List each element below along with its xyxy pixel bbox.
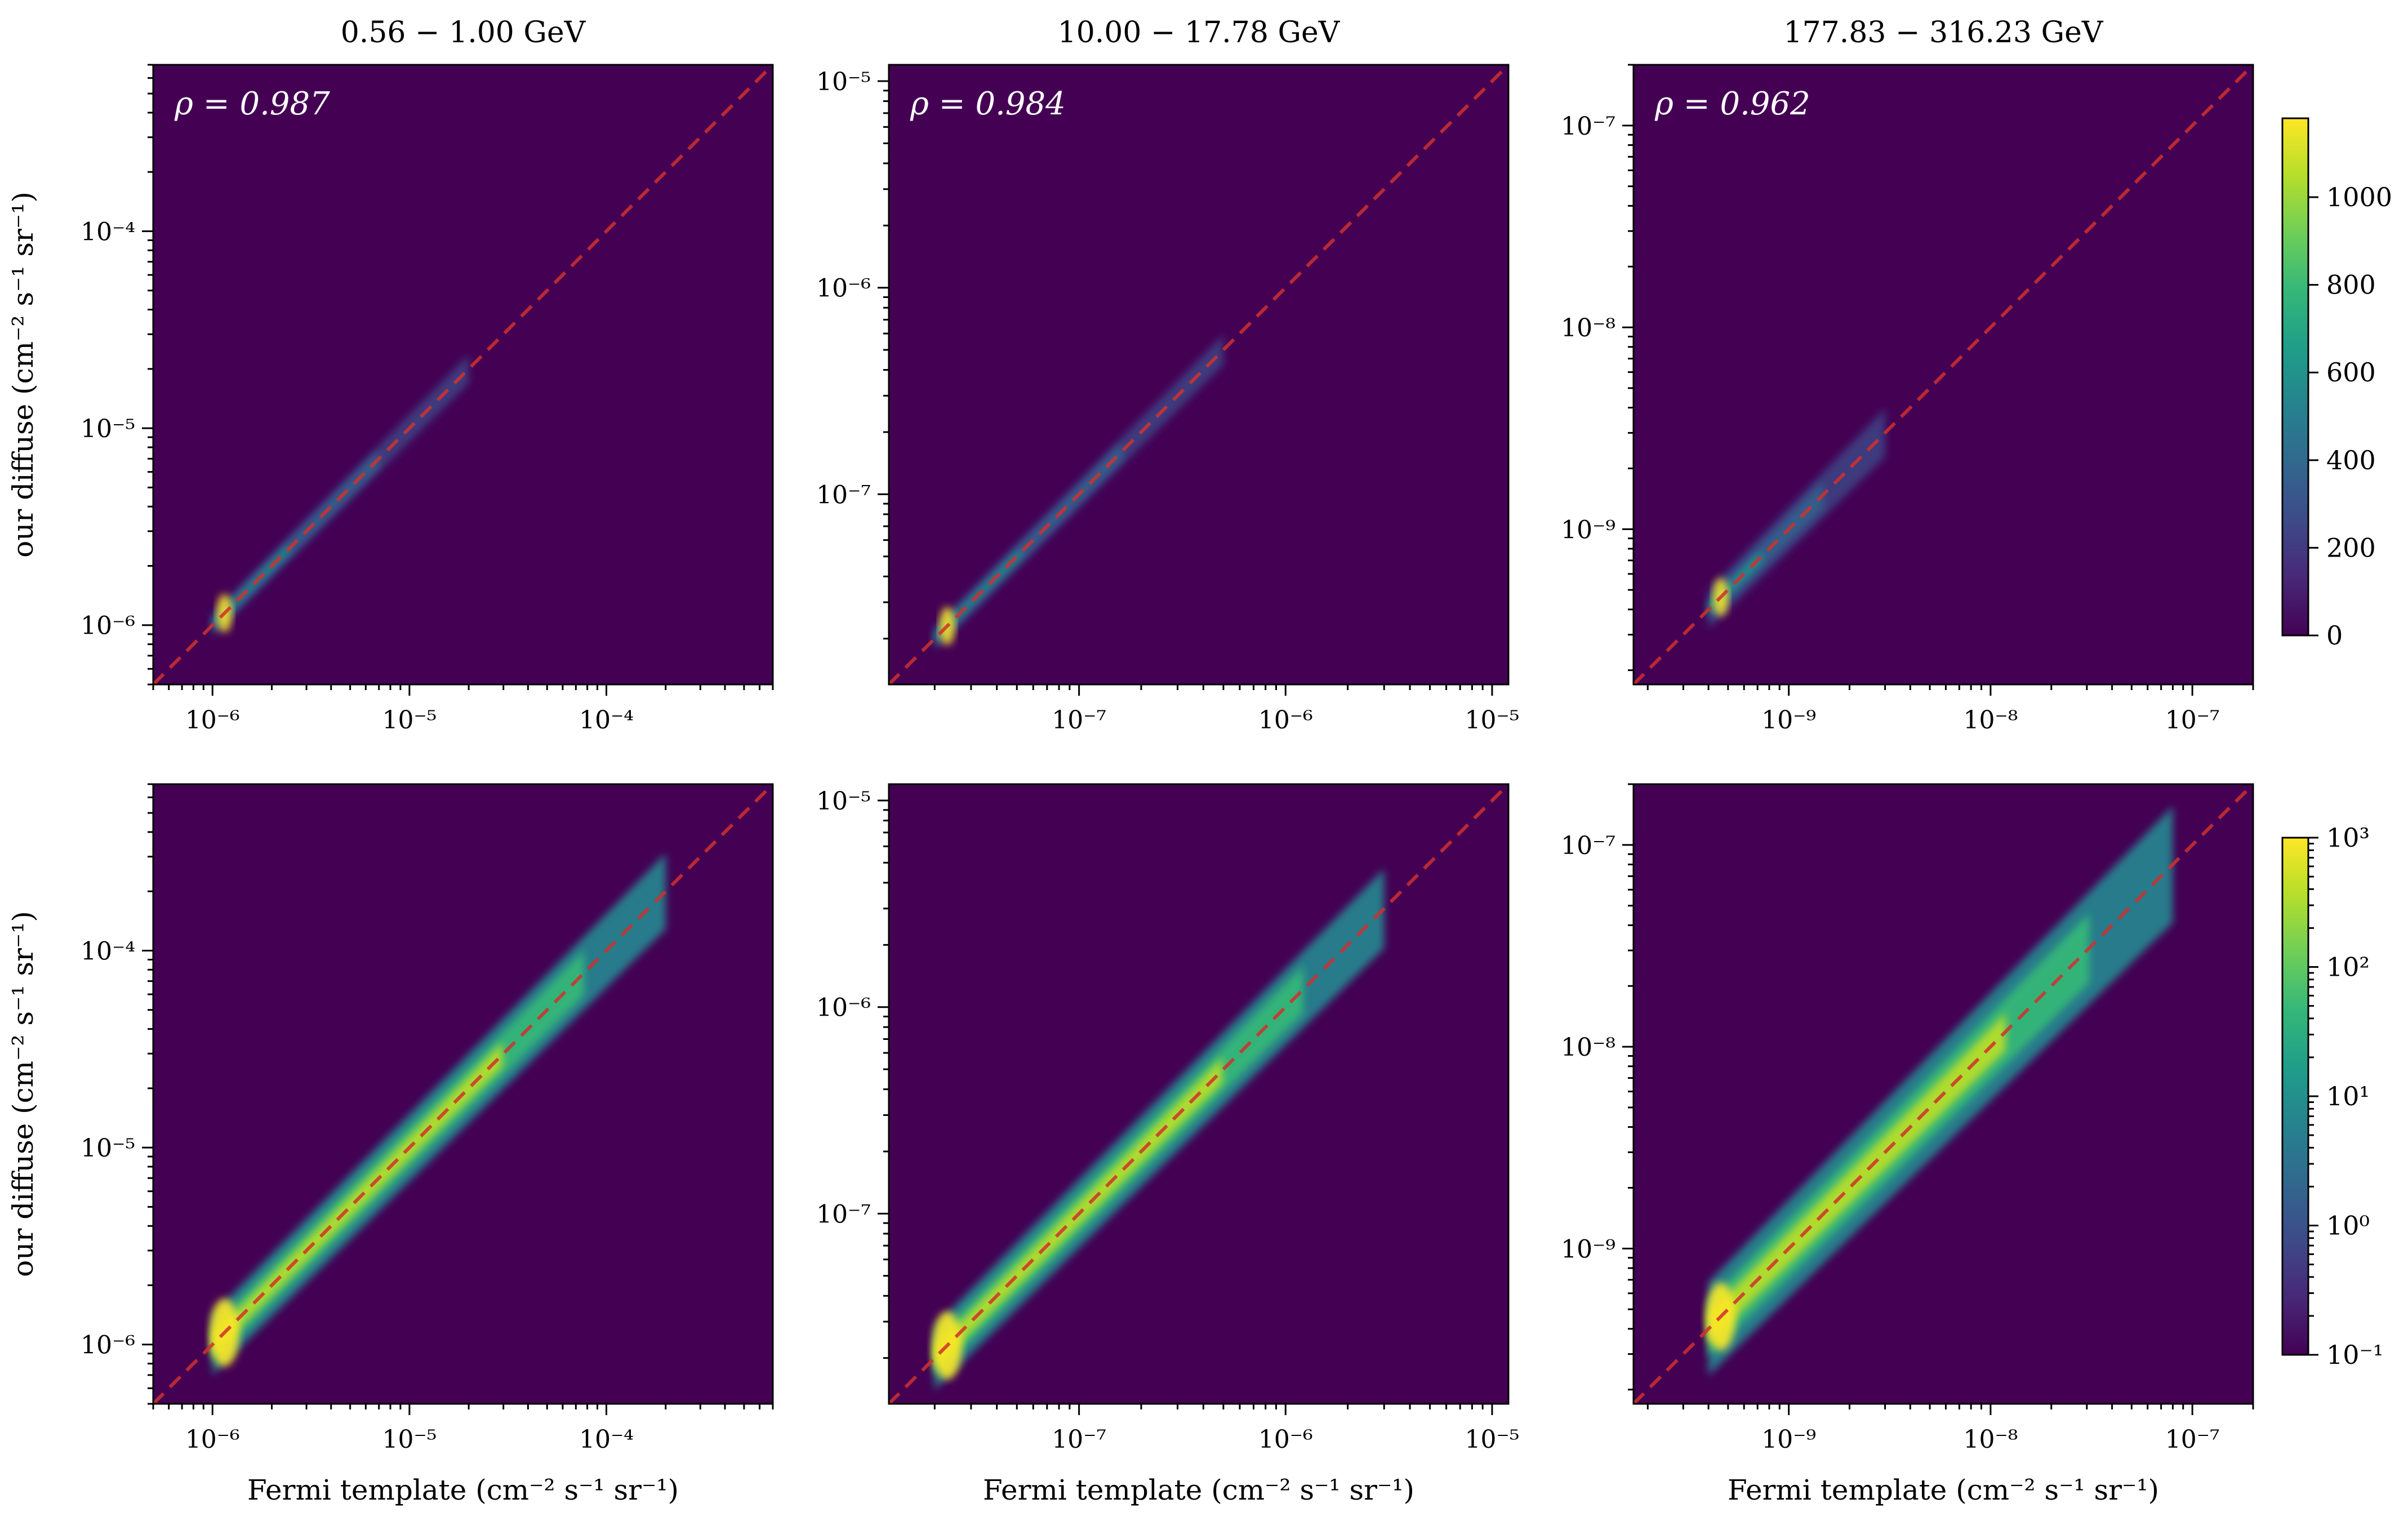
- rho-label: ρ = 0.962: [1654, 86, 1810, 122]
- x-tick-label: 10⁻⁷: [2165, 706, 2220, 735]
- reference-line: [153, 784, 773, 1404]
- colorbar-tick-label: 1000: [2326, 182, 2392, 212]
- panel-row1-col2: 10⁻⁹ 10⁻⁸ 10⁻⁷ 10⁻⁹ 10⁻⁸ 10⁻⁷ Fermi template …: [1561, 783, 2254, 1506]
- x-tick-label: 10⁻⁹: [1761, 706, 1816, 735]
- y-tick-label: 10⁻⁸: [1561, 1033, 1615, 1062]
- y-tick-label: 10⁻⁶: [81, 1331, 135, 1360]
- plot-frame: [1632, 64, 2254, 686]
- y-axis-label: our diffuse (cm⁻² s⁻¹ sr⁻¹): [7, 192, 39, 558]
- colorbar-tick-label: 10⁻¹: [2326, 1340, 2383, 1370]
- ticks: 10⁻⁹ 10⁻⁸ 10⁻⁷ 10⁻⁹ 10⁻⁸ 10⁻⁷: [1561, 64, 2254, 735]
- colorbar-ticks: 10⁻¹ 10⁰ 10¹ 10² 10³: [2308, 822, 2383, 1370]
- x-tick-label: 10⁻⁷: [2165, 1425, 2220, 1454]
- x-tick-label: 10⁻⁵: [1465, 1425, 1520, 1454]
- reference-line: [1633, 65, 2253, 684]
- colorbar-tick-label: 0: [2326, 620, 2343, 651]
- ticks: 10⁻⁷ 10⁻⁶ 10⁻⁵ 10⁻⁷ 10⁻⁶ 10⁻⁵: [816, 787, 1519, 1454]
- x-tick-label: 10⁻⁴: [579, 706, 634, 735]
- colorbar-log: 10⁻¹ 10⁰ 10¹ 10² 10³: [2281, 822, 2383, 1370]
- x-axis-label: Fermi template (cm⁻² s⁻¹ sr⁻¹): [983, 1474, 1414, 1506]
- rho-label: ρ = 0.987: [174, 86, 330, 122]
- rho-label: ρ = 0.984: [910, 86, 1066, 122]
- panel-row0-col0: 10⁻⁶ 10⁻⁵ 10⁻⁴ 10⁻⁶ 10⁻⁵ 10⁻⁴ 0.56 − 1.00 GeV…: [7, 16, 774, 735]
- x-tick-label: 10⁻⁶: [185, 706, 240, 735]
- y-tick-label: 10⁻⁷: [1561, 112, 1615, 141]
- x-tick-label: 10⁻⁵: [1465, 706, 1520, 735]
- x-tick-label: 10⁻⁶: [1258, 1425, 1313, 1454]
- x-tick-label: 10⁻⁶: [185, 1425, 240, 1454]
- plot-frame: [888, 64, 1510, 686]
- colorbar-gradient: [2281, 117, 2309, 637]
- panel-title: 0.56 − 1.00 GeV: [341, 16, 586, 50]
- x-tick-label: 10⁻⁵: [382, 706, 437, 735]
- plot-frame: [152, 783, 774, 1405]
- colorbar-linear: 0 200 400 600 800 1000: [2281, 117, 2392, 651]
- y-tick-label: 10⁻⁷: [816, 481, 871, 509]
- y-tick-label: 10⁻⁶: [81, 612, 135, 641]
- ticks: 10⁻⁷ 10⁻⁶ 10⁻⁵ 10⁻⁷ 10⁻⁶ 10⁻⁵: [816, 68, 1519, 735]
- y-tick-label: 10⁻⁶: [816, 274, 871, 303]
- colorbar-tick-label: 200: [2326, 532, 2376, 563]
- reference-line: [889, 65, 1508, 684]
- colorbar-tick-label: 10¹: [2326, 1081, 2370, 1111]
- panel-title: 10.00 − 17.78 GeV: [1058, 16, 1341, 50]
- reference-line: [153, 65, 773, 684]
- panel-row1-col0: 10⁻⁶ 10⁻⁵ 10⁻⁴ 10⁻⁶ 10⁻⁵ 10⁻⁴ our diffuse (cm…: [7, 783, 774, 1506]
- panel-row0-col2: 10⁻⁹ 10⁻⁸ 10⁻⁷ 10⁻⁹ 10⁻⁸ 10⁻⁷ 177.83 − 316.23…: [1561, 16, 2254, 735]
- colorbar-tick-label: 10⁰: [2326, 1211, 2370, 1241]
- ticks: 10⁻⁶ 10⁻⁵ 10⁻⁴ 10⁻⁶ 10⁻⁵ 10⁻⁴: [81, 64, 774, 735]
- panel-row1-col1: 10⁻⁷ 10⁻⁶ 10⁻⁵ 10⁻⁷ 10⁻⁶ 10⁻⁵ Fermi template …: [816, 783, 1519, 1506]
- colorbar-tick-label: 10²: [2326, 952, 2370, 982]
- y-tick-label: 10⁻⁵: [81, 415, 135, 443]
- x-tick-label: 10⁻⁹: [1761, 1425, 1816, 1454]
- reference-line: [1633, 784, 2253, 1404]
- x-tick-label: 10⁻⁷: [1052, 706, 1106, 735]
- y-tick-label: 10⁻⁴: [81, 217, 135, 246]
- y-tick-label: 10⁻⁹: [1561, 1235, 1615, 1264]
- y-tick-label: 10⁻⁷: [816, 1200, 871, 1229]
- y-tick-label: 10⁻⁹: [1561, 515, 1615, 544]
- y-tick-label: 10⁻⁸: [1561, 314, 1615, 343]
- x-tick-label: 10⁻⁸: [1963, 1425, 2018, 1454]
- colorbar-ticks: 0 200 400 600 800 1000: [2308, 182, 2392, 651]
- x-tick-label: 10⁻⁸: [1963, 706, 2018, 735]
- x-tick-label: 10⁻⁶: [1258, 706, 1313, 735]
- colorbar-tick-label: 10³: [2326, 822, 2370, 853]
- panel-title: 177.83 − 316.23 GeV: [1784, 16, 2104, 50]
- reference-line: [889, 784, 1508, 1404]
- y-tick-label: 10⁻⁴: [81, 937, 135, 966]
- panel-row0-col1: 10⁻⁷ 10⁻⁶ 10⁻⁵ 10⁻⁷ 10⁻⁶ 10⁻⁵ 10.00 − 17.78 G…: [816, 16, 1519, 735]
- ticks: 10⁻⁹ 10⁻⁸ 10⁻⁷ 10⁻⁹ 10⁻⁸ 10⁻⁷: [1561, 783, 2254, 1454]
- y-tick-label: 10⁻⁶: [816, 994, 871, 1022]
- plot-frame: [888, 783, 1510, 1405]
- plot-frame: [1632, 783, 2254, 1405]
- colorbar-tick-label: 800: [2326, 270, 2376, 300]
- x-axis-label: Fermi template (cm⁻² s⁻¹ sr⁻¹): [1728, 1474, 2159, 1506]
- colorbar-gradient: [2281, 837, 2309, 1356]
- x-axis-label: Fermi template (cm⁻² s⁻¹ sr⁻¹): [247, 1474, 679, 1506]
- colorbar-tick-label: 400: [2326, 445, 2376, 475]
- y-axis-label: our diffuse (cm⁻² s⁻¹ sr⁻¹): [7, 911, 39, 1277]
- y-tick-label: 10⁻⁵: [816, 68, 871, 96]
- y-tick-label: 10⁻⁵: [816, 787, 871, 816]
- colorbar-tick-label: 600: [2326, 357, 2376, 388]
- plot-frame: [152, 64, 774, 686]
- x-tick-label: 10⁻⁷: [1052, 1425, 1106, 1454]
- x-tick-label: 10⁻⁵: [382, 1425, 437, 1454]
- x-tick-label: 10⁻⁴: [579, 1425, 634, 1454]
- y-tick-label: 10⁻⁵: [81, 1134, 135, 1163]
- ticks: 10⁻⁶ 10⁻⁵ 10⁻⁴ 10⁻⁶ 10⁻⁵ 10⁻⁴: [81, 783, 774, 1454]
- y-tick-label: 10⁻⁷: [1561, 831, 1615, 860]
